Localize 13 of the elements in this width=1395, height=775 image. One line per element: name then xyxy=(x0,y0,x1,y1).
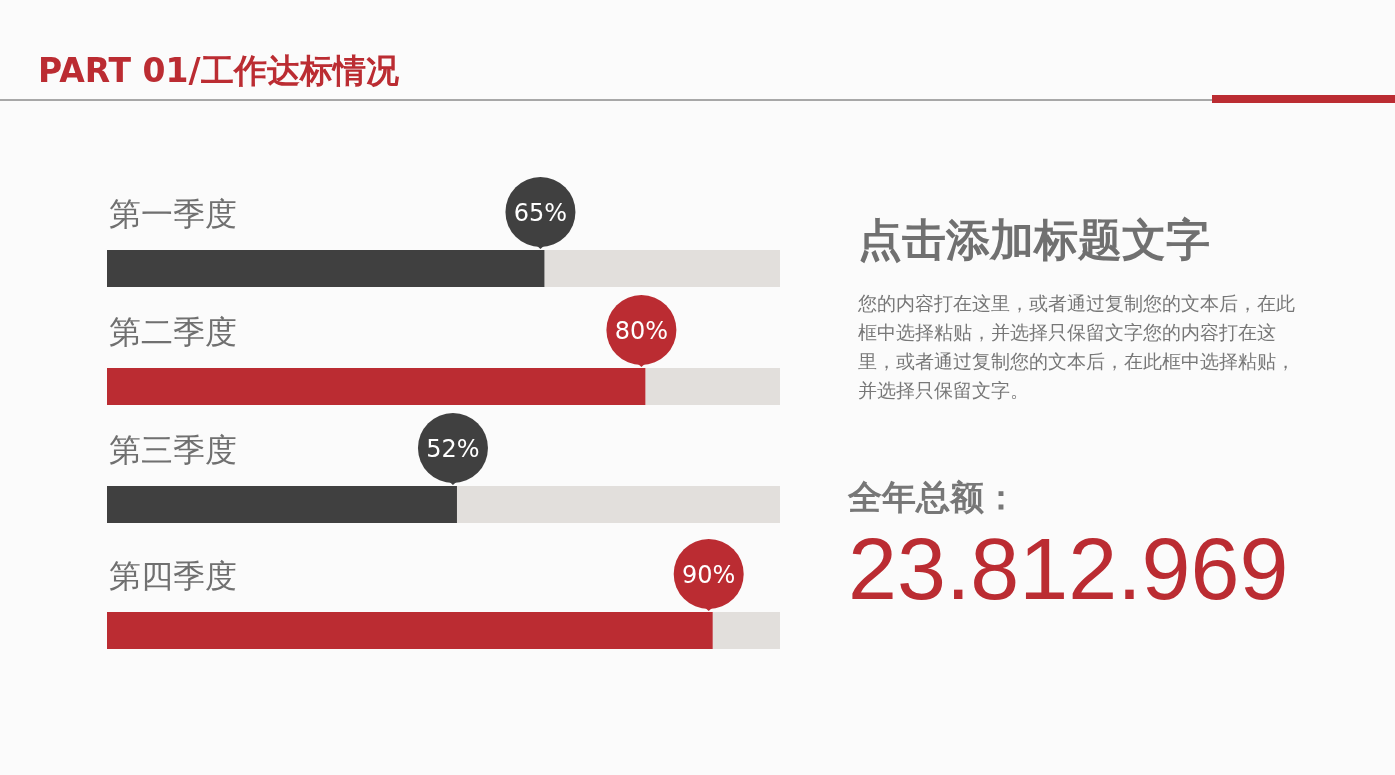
data-label: 80% xyxy=(614,317,669,345)
text: 全年总额： xyxy=(848,476,1019,519)
data-label: 90% xyxy=(682,561,736,589)
y-tick-label: 第一季度 xyxy=(109,195,237,233)
text: 23.812.969 xyxy=(848,519,1290,619)
text: 您的内容打在这里，或者通过复制您的文本后，在此框中选择粘贴，并选择只保留文字您的内容打在这里，或者通过复制您的文本后，在此框中选择粘贴，并选择只保留文字。 xyxy=(858,291,1296,403)
y-tick-label: 第三季度 xyxy=(109,431,237,469)
y-tick-label: 第二季度 xyxy=(109,313,237,351)
text: 点击添加标题文字 xyxy=(858,213,1211,267)
chart-title: PART 01/工作达标情况 xyxy=(38,51,400,90)
data-label: 65% xyxy=(513,199,568,227)
data-label: 52% xyxy=(426,435,480,463)
y-tick-label: 第四季度 xyxy=(109,557,237,595)
